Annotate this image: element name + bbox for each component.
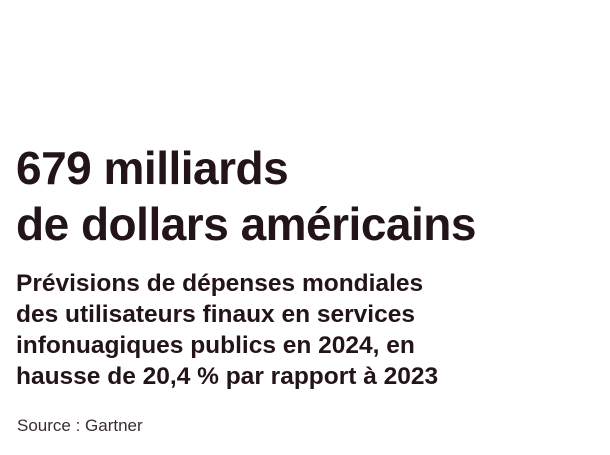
headline-line-1: 679 milliards	[16, 142, 289, 194]
headline-line-2: de dollars américains	[16, 198, 476, 250]
subtitle-line-2: des utilisateurs finaux en services	[16, 301, 415, 328]
subtitle-line-4: hausse de 20,4 % par rapport à 2023	[16, 363, 439, 390]
subtitle-line-1: Prévisions de dépenses mondiales	[16, 270, 424, 297]
headline: 679 milliards de dollars américains	[16, 140, 606, 252]
source-credit: Source : Gartner	[17, 416, 143, 435]
subtitle: Prévisions de dépenses mondiales des uti…	[16, 268, 576, 392]
subtitle-line-3: infonuagiques publics en 2024, en	[16, 332, 415, 359]
